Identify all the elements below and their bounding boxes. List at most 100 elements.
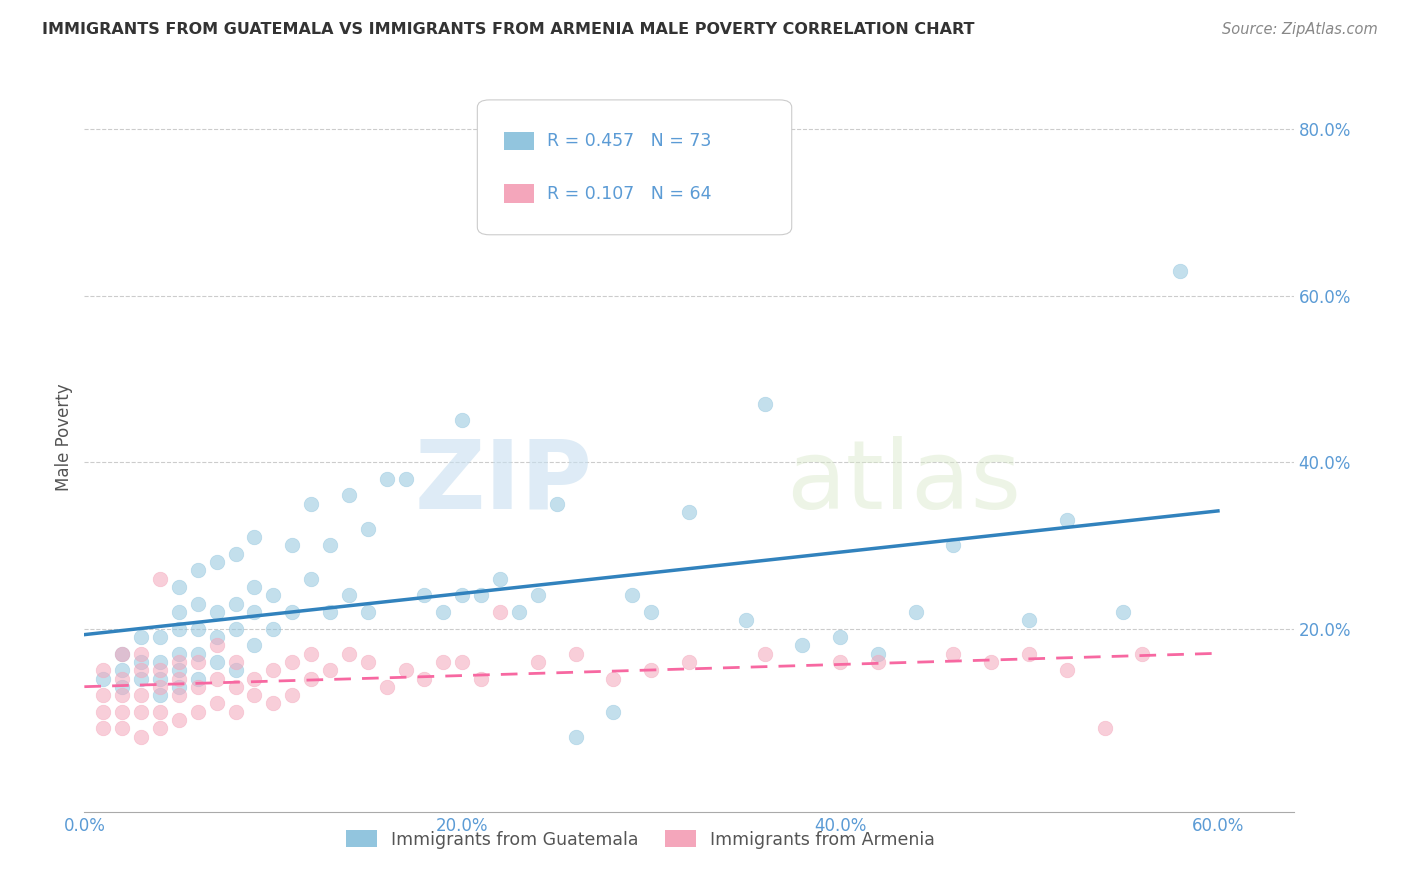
Point (149, 672, 172, 686)
Point (337, 488, 360, 502)
Point (167, 605, 190, 619)
Point (830, 630, 852, 644)
Point (129, 672, 152, 686)
Point (111, 680, 134, 694)
Point (205, 672, 228, 686)
Point (111, 722, 134, 736)
Point (149, 688, 172, 702)
Point (187, 563, 209, 577)
Point (243, 580, 266, 594)
Point (129, 663, 152, 677)
Point (111, 705, 134, 719)
Point (830, 655, 852, 669)
Point (167, 688, 190, 702)
Point (299, 497, 322, 511)
Point (187, 622, 209, 636)
Point (299, 572, 322, 586)
Point (734, 613, 756, 627)
Point (225, 655, 247, 669)
Text: IMMIGRANTS FROM GUATEMALA VS IMMIGRANTS FROM ARMENIA MALE POVERTY CORRELATION CH: IMMIGRANTS FROM GUATEMALA VS IMMIGRANTS … (42, 22, 974, 37)
Point (225, 663, 247, 677)
Point (167, 647, 190, 661)
Point (167, 663, 190, 677)
Point (754, 647, 776, 661)
Point (432, 605, 454, 619)
Point (167, 622, 190, 636)
Point (149, 630, 172, 644)
Point (129, 705, 152, 719)
Point (470, 588, 492, 602)
Point (149, 722, 172, 736)
Point (225, 597, 247, 611)
Point (111, 647, 134, 661)
Point (225, 705, 247, 719)
Point (413, 588, 436, 602)
Point (489, 605, 512, 619)
Point (187, 672, 209, 686)
Bar (503, 132, 534, 151)
Point (451, 588, 474, 602)
Point (980, 655, 1002, 669)
Point (225, 547, 247, 561)
Point (602, 672, 624, 686)
Text: Source: ZipAtlas.com: Source: ZipAtlas.com (1222, 22, 1378, 37)
Point (262, 697, 284, 711)
Point (129, 630, 152, 644)
Text: R = 0.457   N = 73: R = 0.457 N = 73 (547, 132, 711, 150)
Point (299, 672, 322, 686)
Point (602, 705, 624, 719)
Point (111, 663, 134, 677)
Point (375, 472, 398, 486)
Point (1056, 513, 1078, 527)
Point (243, 530, 266, 544)
Point (91, 722, 114, 736)
Point (640, 605, 662, 619)
Point (1018, 613, 1040, 627)
Point (129, 730, 152, 744)
Point (149, 680, 172, 694)
Point (111, 672, 134, 686)
Point (281, 688, 304, 702)
Point (1018, 647, 1040, 661)
Point (357, 605, 380, 619)
Point (91, 688, 114, 702)
Point (640, 663, 662, 677)
Point (281, 655, 304, 669)
Point (187, 597, 209, 611)
Point (527, 655, 550, 669)
Point (205, 655, 228, 669)
Point (413, 672, 436, 686)
Point (129, 688, 152, 702)
Point (187, 655, 209, 669)
Point (942, 538, 965, 552)
Point (111, 647, 134, 661)
Point (394, 472, 416, 486)
Point (546, 497, 568, 511)
Point (243, 605, 266, 619)
Point (129, 655, 152, 669)
Point (942, 647, 965, 661)
Point (262, 622, 284, 636)
Point (225, 622, 247, 636)
Point (243, 638, 266, 652)
Point (337, 647, 360, 661)
Point (187, 647, 209, 661)
Point (1168, 263, 1191, 277)
Point (281, 605, 304, 619)
Point (243, 688, 266, 702)
Y-axis label: Male Poverty: Male Poverty (55, 384, 73, 491)
Point (205, 638, 228, 652)
Text: R = 0.107   N = 64: R = 0.107 N = 64 (547, 185, 711, 202)
Point (187, 680, 209, 694)
Bar (503, 185, 534, 203)
Point (205, 630, 228, 644)
Point (357, 655, 380, 669)
Point (866, 647, 889, 661)
Point (357, 522, 380, 536)
FancyBboxPatch shape (478, 100, 792, 235)
Point (470, 672, 492, 686)
Point (91, 672, 114, 686)
Point (866, 655, 889, 669)
Point (564, 647, 586, 661)
Point (167, 580, 190, 594)
